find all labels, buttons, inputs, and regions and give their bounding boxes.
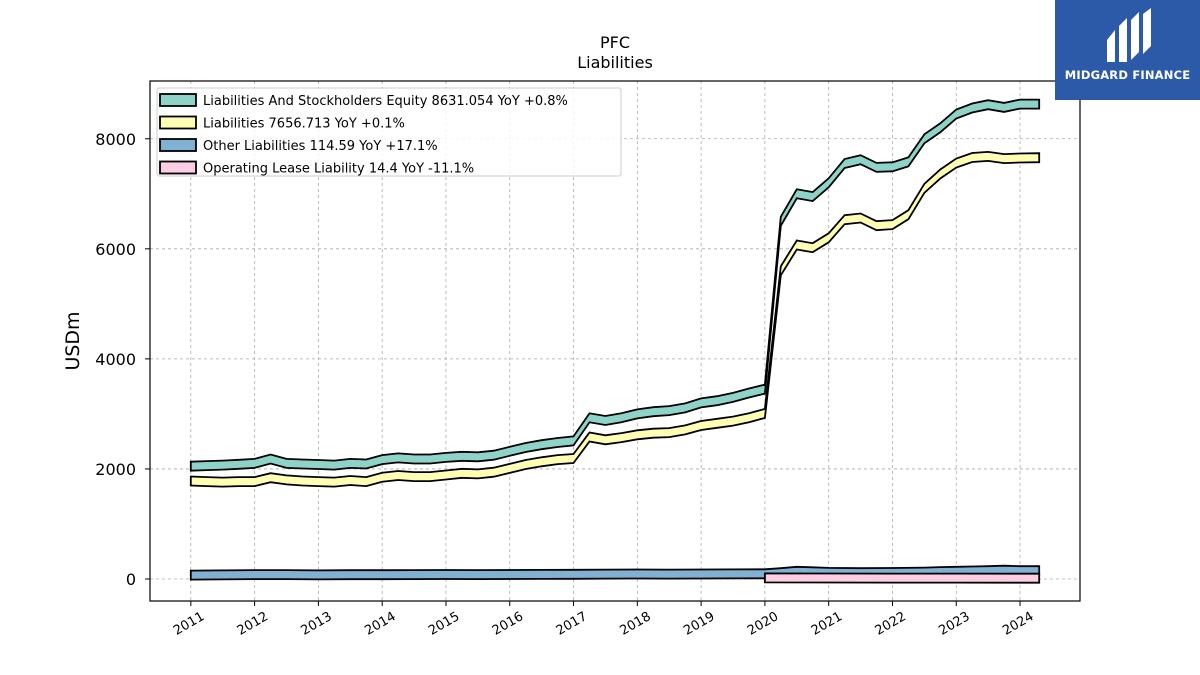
x-tick-label: 2012: [235, 609, 271, 639]
y-tick-label: 6000: [95, 240, 136, 259]
x-axis: 2011 2012 2013 2014 2015 2016 2017 2018 2019 2020…: [171, 601, 1036, 639]
series-layer: [189, 98, 1041, 584]
legend: Liabilities And Stockholders Equity 8631…: [156, 87, 622, 177]
y-axis: 0 2000 4000 6000 8000: [95, 130, 150, 589]
x-tick-label: 2013: [299, 609, 335, 639]
legend-swatch: [159, 115, 197, 130]
x-tick-label: 2011: [171, 609, 207, 639]
series-band: [189, 98, 1041, 472]
x-tick-label: 2016: [490, 609, 526, 639]
chart-title: PFC: [600, 33, 630, 52]
x-tick-label: 2022: [873, 609, 909, 639]
y-axis-label: USDm: [62, 311, 84, 370]
grid: [150, 81, 1080, 601]
legend-label: Liabilities 7656.713 YoY +0.1%: [203, 117, 405, 132]
legend-swatch: [159, 138, 197, 152]
legend-label: Liabilities And Stockholders Equity 8631…: [203, 94, 568, 109]
series-band: [764, 572, 1041, 584]
x-tick-label: 2023: [936, 609, 972, 639]
midgard-logo-icon: [1107, 8, 1151, 62]
midgard-finance-logo: MIDGARD FINANCE: [1055, 0, 1200, 100]
legend-label: Operating Lease Liability 14.4 YoY -11.1…: [203, 162, 474, 177]
legend-swatch: [159, 160, 197, 175]
x-tick-label: 2017: [554, 609, 590, 639]
logo-text: MIDGARD FINANCE: [1064, 68, 1191, 82]
x-tick-label: 2019: [681, 609, 717, 639]
x-tick-label: 2020: [745, 609, 781, 639]
plot-frame: [149, 80, 1081, 602]
x-tick-label: 2024: [1000, 609, 1036, 639]
y-tick-label: 2000: [95, 460, 136, 479]
y-tick-label: 4000: [95, 350, 136, 369]
legend-box: [156, 87, 622, 177]
y-tick-label: 8000: [95, 130, 136, 149]
y-tick-label: 0: [126, 570, 136, 589]
legend-label: Other Liabilities 114.59 YoY +17.1%: [203, 139, 438, 154]
x-tick-label: 2021: [809, 609, 845, 639]
x-tick-label: 2014: [362, 609, 398, 639]
legend-swatch: [159, 93, 197, 107]
chart-subtitle: Liabilities: [577, 53, 653, 72]
x-tick-label: 2018: [617, 609, 653, 639]
series-band: [189, 150, 1041, 488]
x-tick-label: 2015: [426, 609, 462, 639]
